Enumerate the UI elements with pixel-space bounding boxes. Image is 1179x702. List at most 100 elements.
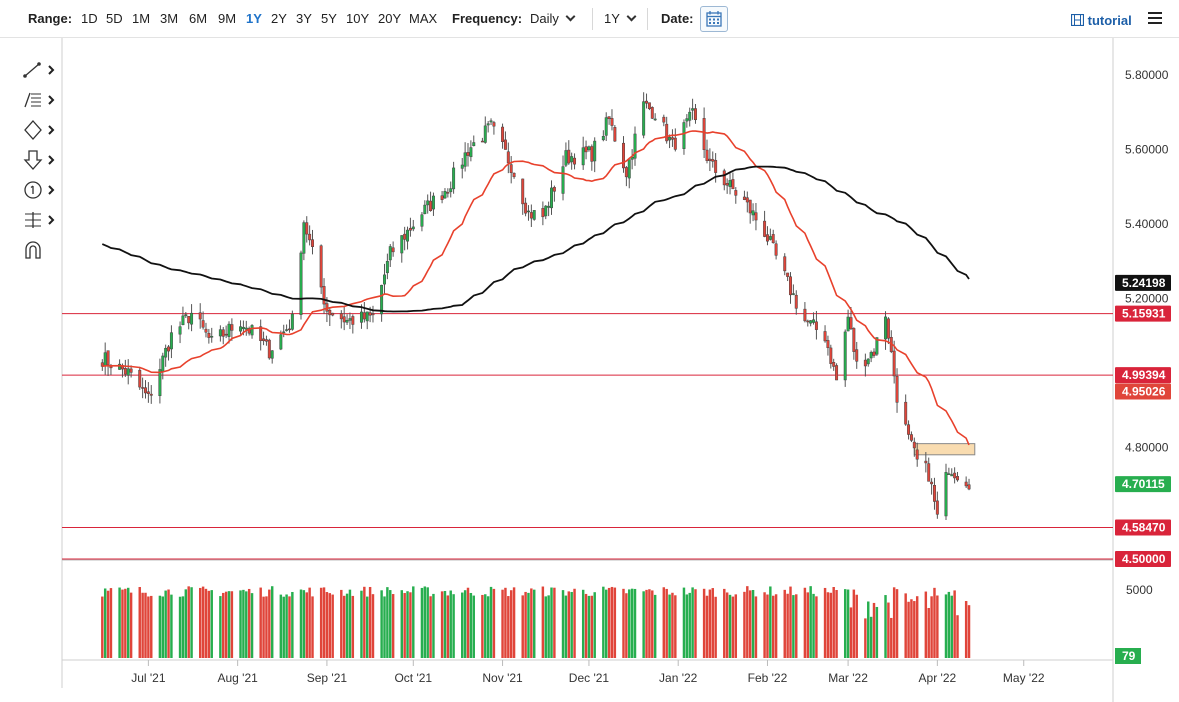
volume-bar bbox=[823, 587, 827, 658]
range-6m[interactable]: 6M bbox=[189, 11, 208, 26]
volume-bar bbox=[567, 591, 571, 658]
volume-bar bbox=[748, 590, 752, 658]
candle-body bbox=[420, 214, 424, 227]
fib-tool-icon bbox=[24, 92, 55, 108]
candle-body bbox=[751, 210, 755, 216]
candle-body bbox=[803, 308, 807, 322]
range-3m[interactable]: 3M bbox=[160, 11, 179, 26]
range-5y[interactable]: 5Y bbox=[321, 11, 337, 26]
range-max[interactable]: MAX bbox=[409, 11, 438, 26]
candle-body bbox=[964, 481, 968, 487]
candle-body bbox=[763, 220, 767, 237]
range-5d[interactable]: 5D bbox=[106, 11, 123, 26]
volume-bar bbox=[360, 590, 363, 658]
candle-body bbox=[866, 358, 870, 365]
x-tick-label: Dec '21 bbox=[569, 671, 610, 685]
candle-body bbox=[875, 337, 879, 355]
range-1m[interactable]: 1M bbox=[132, 11, 151, 26]
candle-body bbox=[823, 331, 827, 342]
candle-body bbox=[210, 336, 214, 338]
candle-body bbox=[892, 350, 896, 377]
candle-body bbox=[587, 146, 591, 151]
period-select[interactable]: 1Y bbox=[604, 11, 637, 26]
candle-body bbox=[843, 331, 847, 381]
counter-tool-button[interactable] bbox=[18, 176, 58, 206]
volume-bar bbox=[158, 595, 162, 658]
volume-bar bbox=[481, 594, 484, 658]
volume-bar bbox=[953, 590, 956, 658]
fib-tool-button[interactable] bbox=[18, 86, 58, 116]
shape-tool-button[interactable] bbox=[18, 116, 58, 146]
candle-body bbox=[506, 151, 510, 164]
price-badge bbox=[1115, 305, 1171, 322]
line-tool-button[interactable] bbox=[18, 56, 58, 86]
candle-body bbox=[207, 333, 211, 338]
arrow-tool-button[interactable] bbox=[18, 146, 58, 176]
volume-bar bbox=[904, 593, 907, 658]
volume-bar bbox=[835, 589, 838, 658]
candle-body bbox=[869, 352, 873, 359]
candle-body bbox=[872, 351, 876, 356]
candle-body bbox=[633, 133, 637, 159]
candle-body bbox=[812, 319, 816, 323]
price-chart[interactable]: 5.800005.600005.400005.200004.800005000 … bbox=[0, 38, 1179, 702]
volume-bar bbox=[723, 588, 726, 658]
volume-bar bbox=[345, 593, 349, 658]
range-1y[interactable]: 1Y bbox=[246, 11, 262, 26]
magnet-tool-button[interactable] bbox=[18, 236, 58, 266]
candle-body bbox=[503, 139, 507, 150]
candle-body bbox=[443, 191, 447, 199]
date-picker-button[interactable] bbox=[700, 6, 728, 32]
range-20y[interactable]: 20Y bbox=[378, 11, 402, 26]
candle-body bbox=[714, 160, 718, 173]
volume-bar bbox=[305, 592, 308, 658]
range-10y[interactable]: 10Y bbox=[346, 11, 370, 26]
candle-body bbox=[789, 276, 792, 296]
volume-bar bbox=[795, 594, 798, 658]
price-badge bbox=[1115, 519, 1171, 536]
candle-body bbox=[391, 247, 395, 253]
shape-tool-icon bbox=[24, 120, 55, 140]
candle-body bbox=[622, 142, 625, 169]
volume-bar bbox=[809, 586, 812, 658]
candle-body bbox=[161, 355, 165, 372]
candle-body bbox=[426, 200, 430, 206]
candle-body bbox=[149, 393, 153, 396]
price-badge-label: 4.70115 bbox=[1122, 477, 1165, 491]
volume-bar bbox=[141, 592, 144, 658]
candle-body bbox=[541, 208, 545, 218]
frequency-select[interactable]: Daily bbox=[530, 11, 576, 26]
hamburger-menu-icon[interactable] bbox=[1148, 12, 1162, 24]
volume-bar bbox=[610, 586, 614, 658]
volume-bar bbox=[167, 589, 170, 658]
candle-body bbox=[118, 363, 122, 370]
volume-bar bbox=[103, 588, 107, 658]
volume-bar bbox=[593, 592, 596, 658]
candle-body bbox=[783, 256, 787, 272]
range-2y[interactable]: 2Y bbox=[271, 11, 287, 26]
volume-bar bbox=[270, 586, 274, 658]
candle-body bbox=[308, 233, 312, 241]
candle-body bbox=[512, 172, 516, 178]
range-3y[interactable]: 3Y bbox=[296, 11, 312, 26]
candle-body bbox=[544, 205, 548, 217]
candle-body bbox=[947, 473, 951, 475]
candle-body bbox=[411, 226, 415, 230]
candle-body bbox=[886, 318, 890, 339]
y-tick-label: 5.60000 bbox=[1125, 143, 1169, 157]
candle-body bbox=[547, 205, 551, 208]
range-1d[interactable]: 1D bbox=[81, 11, 98, 26]
range-label: Range: bbox=[28, 11, 73, 26]
candle-body bbox=[668, 136, 672, 141]
volume-bar bbox=[446, 595, 450, 658]
volume-bar bbox=[694, 589, 697, 658]
volume-bar bbox=[602, 586, 605, 658]
volume-bar bbox=[936, 595, 939, 658]
measure-tool-button[interactable] bbox=[18, 206, 58, 236]
candle-body bbox=[742, 196, 746, 200]
candle-body bbox=[247, 328, 251, 334]
candle-body bbox=[178, 326, 182, 335]
tutorial-link[interactable]: tutorial bbox=[1070, 13, 1132, 28]
volume-bar bbox=[265, 596, 268, 658]
range-9m[interactable]: 9M bbox=[218, 11, 237, 26]
